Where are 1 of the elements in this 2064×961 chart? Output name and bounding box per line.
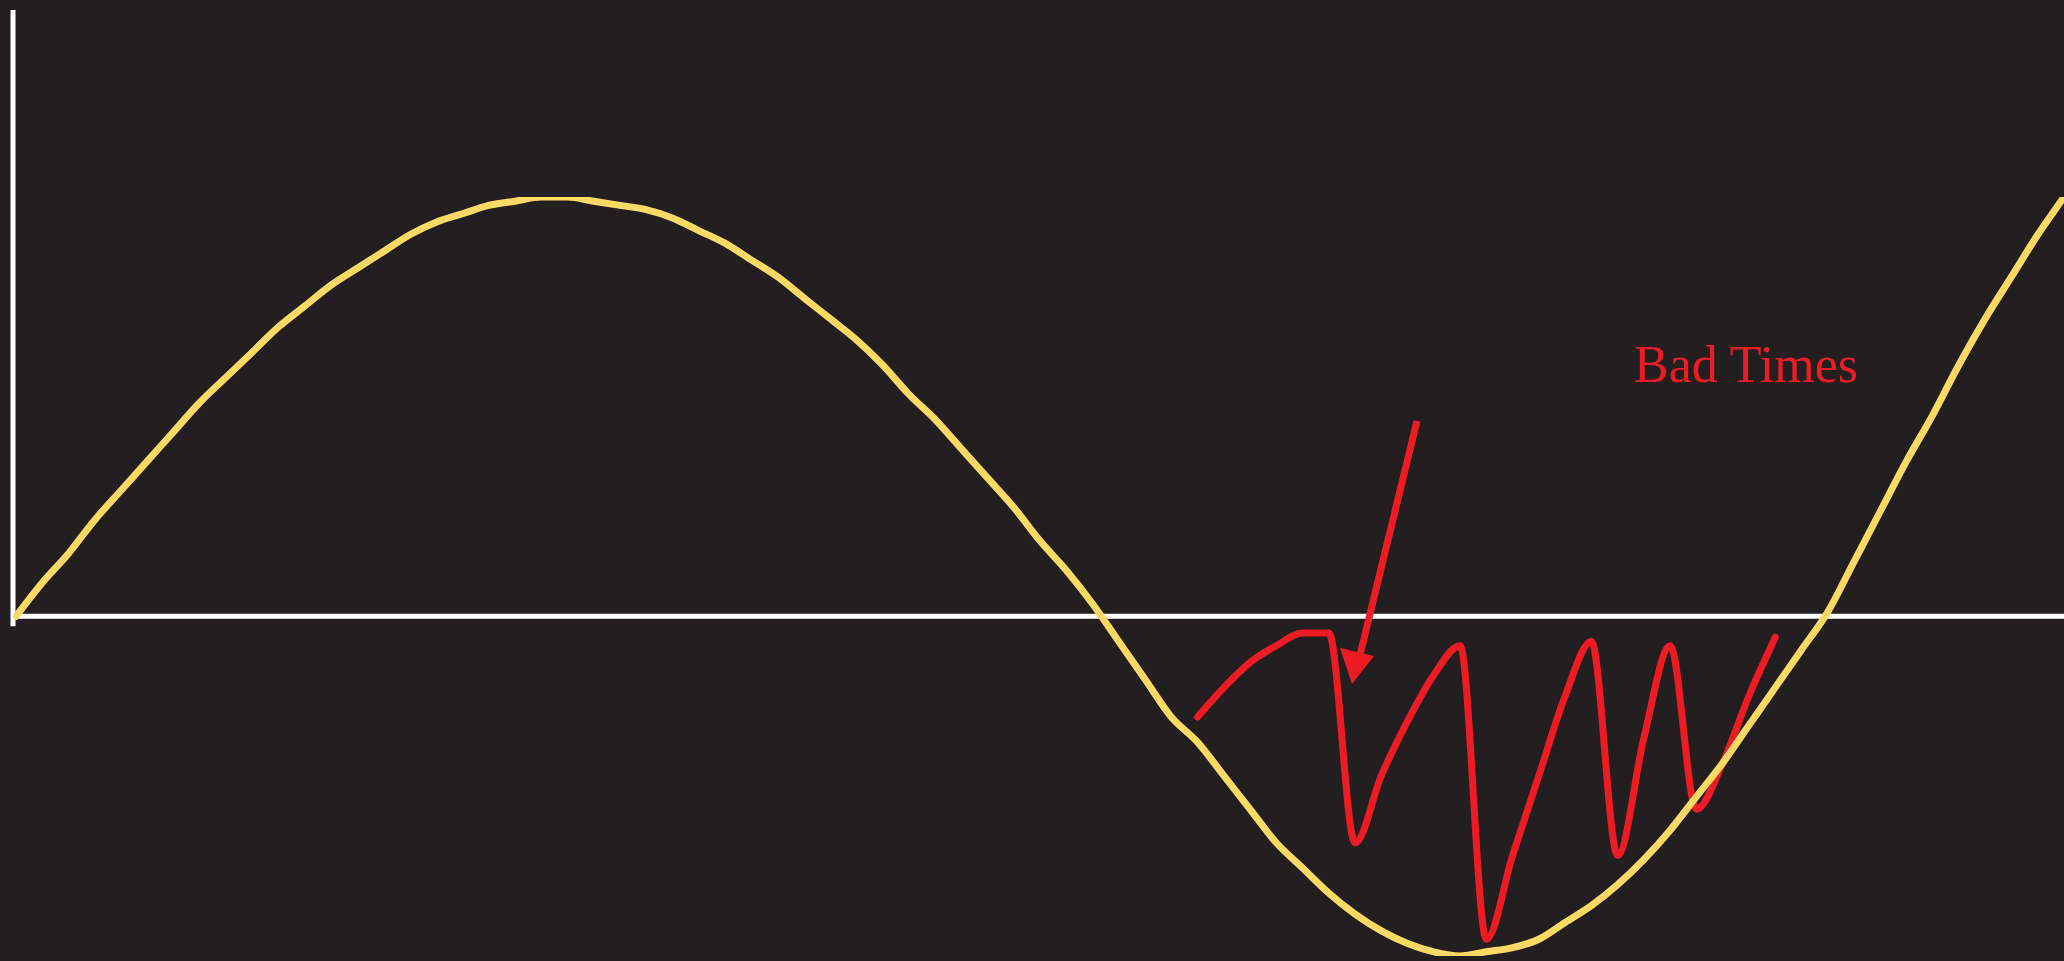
annotation: Bad Times	[1634, 335, 1858, 394]
